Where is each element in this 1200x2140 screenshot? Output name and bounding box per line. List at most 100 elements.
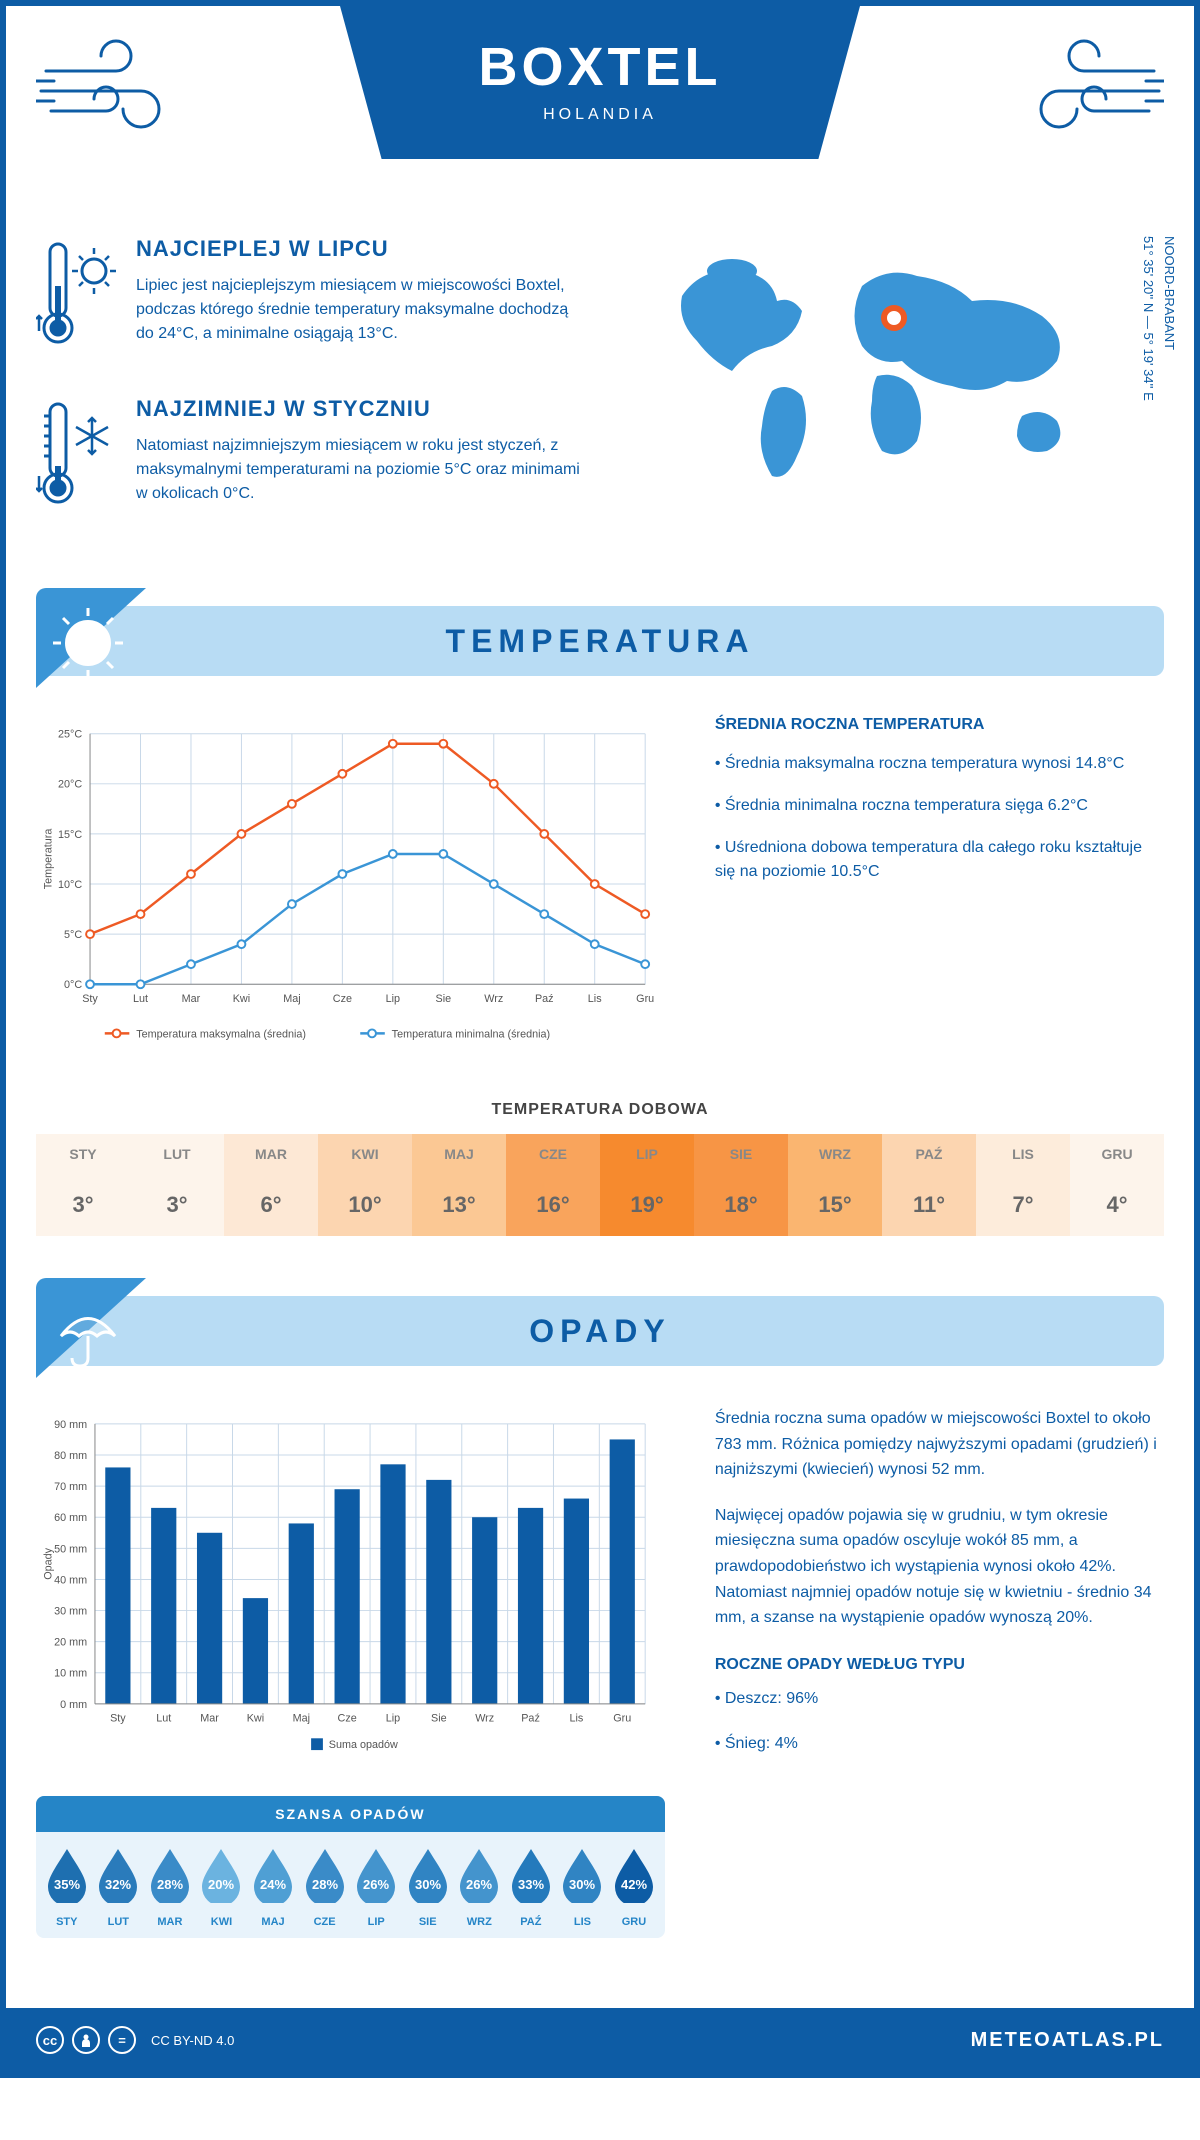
- daily-month: SIE: [694, 1134, 788, 1174]
- raindrop-icon: 30%: [559, 1847, 605, 1903]
- svg-text:Maj: Maj: [293, 1713, 310, 1725]
- precipitation-section-header: OPADY: [36, 1296, 1164, 1366]
- temp-bullet-3: • Uśredniona dobowa temperatura dla całe…: [715, 836, 1164, 884]
- svg-text:70 mm: 70 mm: [54, 1481, 87, 1493]
- svg-text:Gru: Gru: [636, 993, 654, 1005]
- daily-cell: CZE16°: [506, 1134, 600, 1236]
- svg-text:Temperatura minimalna (średnia: Temperatura minimalna (średnia): [392, 1028, 550, 1040]
- daily-value: 6°: [224, 1174, 318, 1236]
- raindrop-icon: 32%: [95, 1847, 141, 1903]
- chance-cell: 26% WRZ: [454, 1847, 506, 1928]
- precip-type-snow: • Śnieg: 4%: [715, 1731, 1164, 1757]
- infographic-page: BOXTEL HOLANDIA: [0, 0, 1200, 2078]
- svg-text:Sie: Sie: [436, 993, 452, 1005]
- svg-text:20%: 20%: [208, 1877, 234, 1892]
- wind-icon-right: [1004, 36, 1164, 151]
- svg-text:26%: 26%: [466, 1877, 492, 1892]
- svg-text:Kwi: Kwi: [247, 1713, 264, 1725]
- coldest-title: NAJZIMNIEJ W STYCZNIU: [136, 396, 580, 422]
- daily-month: PAŹ: [882, 1134, 976, 1174]
- daily-month: LIP: [600, 1134, 694, 1174]
- temperature-line-chart: 0°C5°C10°C15°C20°C25°CStyLutMarKwiMajCze…: [36, 716, 665, 1061]
- daily-value: 15°: [788, 1174, 882, 1236]
- daily-month: STY: [36, 1134, 130, 1174]
- daily-cell: STY3°: [36, 1134, 130, 1236]
- daily-cell: PAŹ11°: [882, 1134, 976, 1236]
- svg-text:26%: 26%: [363, 1877, 389, 1892]
- daily-cell: SIE18°: [694, 1134, 788, 1236]
- daily-value: 3°: [36, 1174, 130, 1236]
- wind-icon-left: [36, 36, 196, 151]
- cc-icons: cc =: [36, 2026, 136, 2054]
- temp-side-title: ŚREDNIA ROCZNA TEMPERATURA: [715, 716, 1164, 734]
- city-title: BOXTEL: [340, 36, 860, 98]
- daily-value: 18°: [694, 1174, 788, 1236]
- chance-month: WRZ: [454, 1916, 506, 1928]
- svg-text:Wrz: Wrz: [484, 993, 503, 1005]
- umbrella-icon: [51, 1296, 126, 1376]
- svg-text:Lis: Lis: [569, 1713, 583, 1725]
- svg-text:80 mm: 80 mm: [54, 1450, 87, 1462]
- title-banner: BOXTEL HOLANDIA: [340, 6, 860, 159]
- svg-text:Cze: Cze: [333, 993, 352, 1005]
- coldest-text: Natomiast najzimniejszym miesiącem w rok…: [136, 434, 580, 506]
- svg-text:Kwi: Kwi: [233, 993, 250, 1005]
- svg-text:35%: 35%: [54, 1877, 80, 1892]
- chance-month: LIP: [350, 1916, 402, 1928]
- svg-text:10°C: 10°C: [58, 879, 82, 891]
- svg-text:30%: 30%: [569, 1877, 595, 1892]
- svg-text:Mar: Mar: [182, 993, 201, 1005]
- daily-value: 3°: [130, 1174, 224, 1236]
- chance-cell: 33% PAŹ: [505, 1847, 557, 1928]
- daily-value: 19°: [600, 1174, 694, 1236]
- rain-chance-panel: SZANSA OPADÓW 35% STY 32% LUT 28% MAR 20…: [36, 1796, 665, 1938]
- svg-text:Opady: Opady: [43, 1547, 55, 1579]
- temp-section-title: TEMPERATURA: [446, 623, 755, 660]
- daily-value: 4°: [1070, 1174, 1164, 1236]
- precip-type-rain: • Deszcz: 96%: [715, 1686, 1164, 1712]
- svg-text:Wrz: Wrz: [475, 1713, 494, 1725]
- raindrop-icon: 35%: [44, 1847, 90, 1903]
- daily-month: MAJ: [412, 1134, 506, 1174]
- temperature-section-header: TEMPERATURA: [36, 606, 1164, 676]
- svg-text:28%: 28%: [157, 1877, 183, 1892]
- daily-value: 16°: [506, 1174, 600, 1236]
- lat-label: 51° 35' 20'' N: [1141, 236, 1156, 312]
- daily-month: LUT: [130, 1134, 224, 1174]
- precipitation-summary: Średnia roczna suma opadów w miejscowośc…: [715, 1406, 1164, 1938]
- raindrop-icon: 33%: [508, 1847, 554, 1903]
- svg-text:10 mm: 10 mm: [54, 1668, 87, 1680]
- daily-month: LIS: [976, 1134, 1070, 1174]
- daily-month: GRU: [1070, 1134, 1164, 1174]
- svg-text:Lip: Lip: [386, 993, 400, 1005]
- world-map: NOORD-BRABANT 51° 35' 20'' N — 5° 19' 34…: [620, 236, 1164, 556]
- daily-cell: GRU4°: [1070, 1134, 1164, 1236]
- precip-section-title: OPADY: [529, 1313, 670, 1350]
- chance-cell: 30% SIE: [402, 1847, 454, 1928]
- svg-text:Temperatura: Temperatura: [43, 829, 55, 890]
- svg-text:90 mm: 90 mm: [54, 1419, 87, 1431]
- svg-text:Lip: Lip: [386, 1713, 400, 1725]
- thermometer-cold-icon: [36, 396, 116, 521]
- svg-text:20 mm: 20 mm: [54, 1637, 87, 1649]
- warmest-block: NAJCIEPLEJ W LIPCU Lipiec jest najcieple…: [36, 236, 580, 361]
- daily-cell: LIS7°: [976, 1134, 1070, 1236]
- svg-text:33%: 33%: [518, 1877, 544, 1892]
- raindrop-icon: 30%: [405, 1847, 451, 1903]
- daily-temp-heatmap: STY3°LUT3°MAR6°KWI10°MAJ13°CZE16°LIP19°S…: [36, 1134, 1164, 1236]
- region-label: NOORD-BRABANT: [1162, 236, 1177, 350]
- raindrop-icon: 42%: [611, 1847, 657, 1903]
- daily-value: 7°: [976, 1174, 1070, 1236]
- warmest-text: Lipiec jest najcieplejszym miesiącem w m…: [136, 274, 580, 346]
- svg-text:50 mm: 50 mm: [54, 1543, 87, 1555]
- summary-row: NAJCIEPLEJ W LIPCU Lipiec jest najcieple…: [36, 236, 1164, 556]
- svg-text:Paź: Paź: [521, 1713, 540, 1725]
- temp-bullet-2: • Średnia minimalna roczna temperatura s…: [715, 794, 1164, 818]
- chance-month: LUT: [93, 1916, 145, 1928]
- chance-cell: 30% LIS: [557, 1847, 609, 1928]
- daily-temp-title: TEMPERATURA DOBOWA: [36, 1101, 1164, 1119]
- precip-para-1: Średnia roczna suma opadów w miejscowośc…: [715, 1406, 1164, 1483]
- precip-type-title: ROCZNE OPADY WEDŁUG TYPU: [715, 1656, 1164, 1674]
- daily-month: WRZ: [788, 1134, 882, 1174]
- chance-month: MAR: [144, 1916, 196, 1928]
